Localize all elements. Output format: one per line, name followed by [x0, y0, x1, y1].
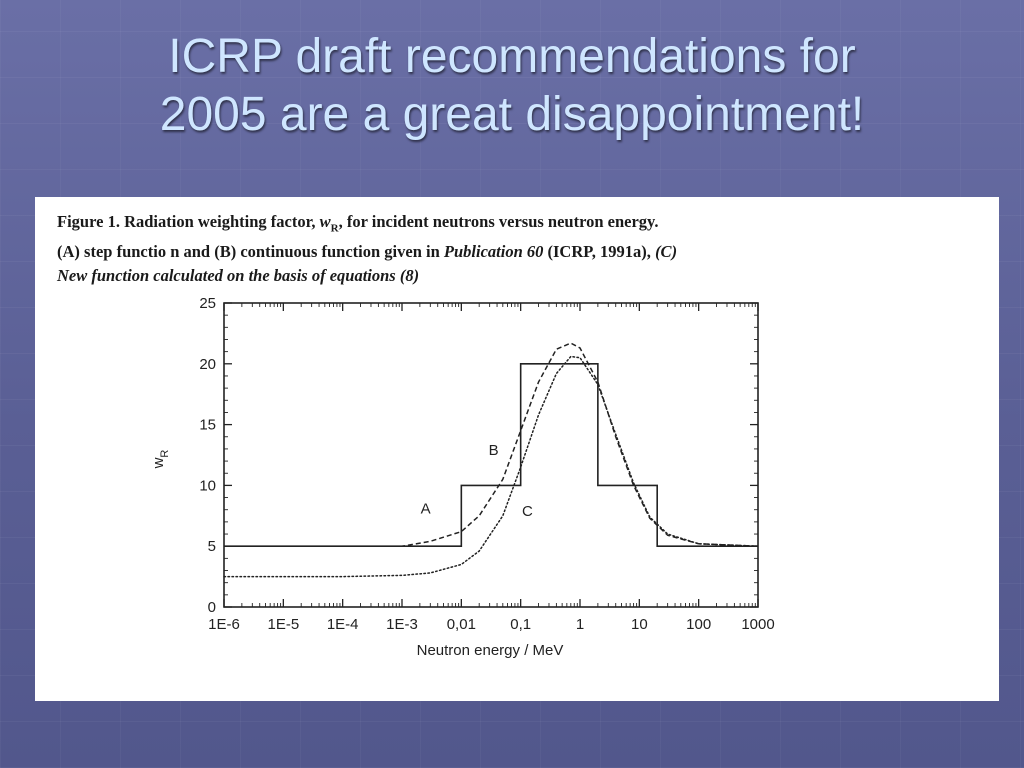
- x-tick-label: 0,01: [447, 616, 476, 633]
- series-b-line: [224, 342, 759, 547]
- x-tick-label: 1E-4: [327, 616, 359, 633]
- x-tick-label: 1E-6: [208, 616, 240, 633]
- caption-wr-sub: R: [330, 222, 339, 235]
- y-tick-label: 5: [208, 538, 216, 555]
- title-line-1: ICRP draft recommendations for: [168, 30, 856, 83]
- series-c-label: C: [522, 503, 533, 520]
- x-tick-label: 1E-3: [386, 616, 418, 633]
- x-tick-label: 1: [576, 616, 584, 633]
- caption-line2-b: (ICRP, 1991a),: [543, 242, 656, 262]
- y-tick-label: 25: [199, 295, 216, 312]
- y-axis-title-main: w: [150, 457, 167, 469]
- x-tick-label: 1000: [741, 616, 774, 633]
- wr-chart: 1E-6 1E-5 1E-4 1E-3 0,01 0,1 1 10 100 1000 0 5 10 15 2…: [150, 295, 775, 659]
- y-tick-label: 0: [208, 599, 216, 616]
- series-b-label: B: [489, 442, 499, 459]
- y-tick-label: 20: [199, 356, 216, 373]
- title-line-2: 2005 are a great disappointment!: [159, 88, 865, 141]
- figure-panel: Figure 1. Radiation weighting factor, wR…: [35, 197, 999, 701]
- caption-line2-c: (C): [655, 242, 678, 262]
- y-axis-title-sub: R: [159, 450, 171, 458]
- caption-wr-symbol: w: [319, 212, 331, 231]
- y-tick-label: 10: [199, 477, 216, 494]
- x-axis-title: Neutron energy / MeV: [417, 642, 564, 659]
- caption-line2-pub: Publication 60: [443, 242, 544, 262]
- svg-text:wR: wR: [150, 450, 171, 470]
- figure-caption: Figure 1. Radiation weighting factor, wR…: [57, 210, 987, 288]
- y-tick-label: 15: [199, 417, 216, 434]
- caption-bold-2: , for incident neutrons versus neutron e…: [338, 212, 659, 231]
- y-axis-title: wR: [150, 450, 171, 470]
- series-a-label: A: [421, 500, 431, 517]
- x-tick-label: 10: [631, 616, 648, 633]
- caption-line2-a: (A) step functio n and (B) continuous fu…: [57, 242, 444, 262]
- x-tick-label: 1E-5: [267, 616, 299, 633]
- plot-frame: [223, 302, 759, 608]
- plot-area: 1E-6 1E-5 1E-4 1E-3 0,01 0,1 1 10 100 1000 0 5 10 15 2…: [199, 295, 774, 633]
- series-c-line: [223, 355, 759, 578]
- x-tick-label: 0,1: [510, 616, 531, 633]
- caption-bold-1: Figure 1. Radiation weighting factor,: [57, 212, 320, 231]
- x-tick-label: 100: [686, 616, 711, 633]
- series-a-line: [224, 363, 758, 547]
- caption-line3: New function calculated on the basis of …: [57, 266, 420, 286]
- slide-title: ICRP draft recommendations for 2005 are …: [40, 28, 984, 144]
